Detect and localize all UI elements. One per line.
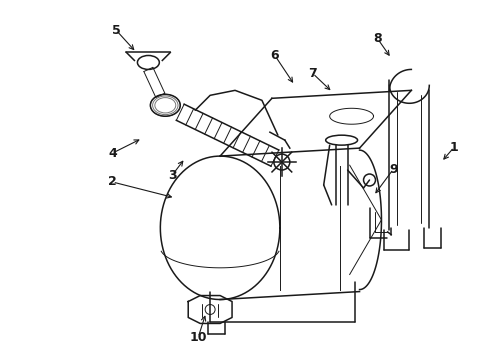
Text: 2: 2 <box>108 175 117 189</box>
Text: 4: 4 <box>108 147 117 159</box>
Text: 7: 7 <box>308 67 317 80</box>
Text: 1: 1 <box>450 141 459 154</box>
Text: 9: 9 <box>389 163 398 176</box>
Text: 6: 6 <box>270 49 279 62</box>
Text: 8: 8 <box>373 32 382 45</box>
Text: 5: 5 <box>112 24 121 37</box>
Text: 3: 3 <box>168 168 176 181</box>
Text: 10: 10 <box>190 331 207 344</box>
